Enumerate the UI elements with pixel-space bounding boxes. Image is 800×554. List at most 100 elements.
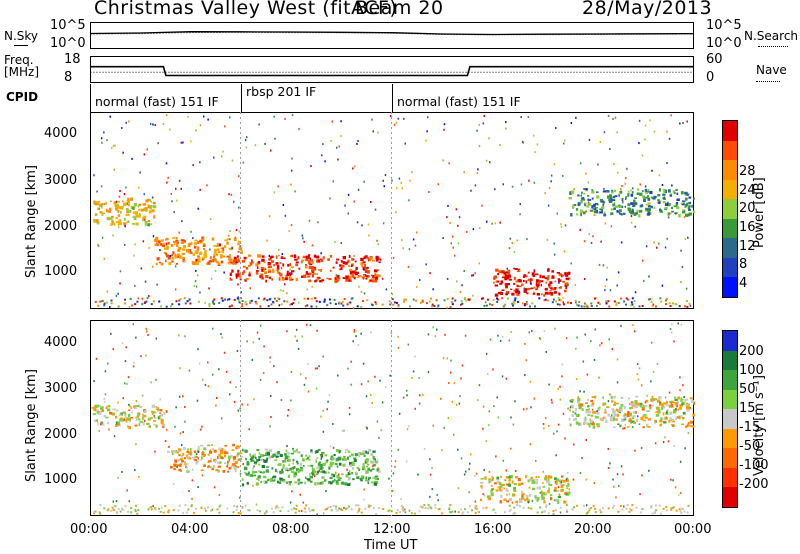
velocity-region-0-cell (144, 410, 147, 413)
nave-tick-bottom: 0 (706, 70, 715, 85)
velocity-noise-cell (392, 472, 395, 475)
power-ground-cell (381, 303, 384, 306)
velocity-ground-cell (400, 504, 403, 507)
velocity-noise-cell (135, 443, 137, 446)
power-region-2-cell (263, 261, 266, 264)
velocity-noise-cell (300, 510, 303, 513)
power-region-3-cell (567, 271, 571, 275)
velocity-noise-cell (229, 381, 231, 384)
power-ground-cell (103, 304, 106, 307)
velocity-region-1-cell (213, 465, 216, 469)
velocity-region-2-cell (296, 450, 300, 454)
power-noise-cell (404, 142, 406, 145)
power-region-4-cell (602, 203, 605, 207)
power-noise-cell (470, 189, 472, 192)
power-region-3-cell (505, 271, 509, 274)
velocity-ground-cell (427, 504, 430, 507)
power-cbar-tick-4: 4 (739, 276, 748, 291)
velocity-region-0-cell (105, 406, 108, 409)
velocity-ground-cell (204, 507, 206, 510)
velocity-noise-cell (93, 380, 95, 383)
velocity-region-1-cell (223, 451, 227, 454)
velocity-ground-cell (172, 509, 175, 512)
velocity-noise-cell (147, 334, 149, 336)
power-region-1-cell (165, 252, 168, 256)
power-noise-cell (443, 123, 446, 126)
velocity-noise-cell (542, 470, 545, 473)
velocity-ground-cell (330, 509, 333, 512)
velocity-region-4-cell (663, 416, 666, 421)
velocity-ground-cell (421, 506, 424, 509)
velocity-region-4-cell (665, 404, 669, 407)
power-region-4-cell (568, 197, 572, 200)
power-region-0-cell (111, 220, 114, 223)
power-region-1-cell (222, 255, 226, 258)
velocity-region-1-cell (209, 451, 213, 454)
velocity-region-4-cell (664, 417, 668, 420)
power-noise-cell (638, 142, 640, 145)
velocity-region-0-cell (146, 422, 148, 425)
velocity-ground-cell (554, 509, 557, 512)
power-noise-cell (117, 226, 120, 229)
velocity-region-4-cell (592, 425, 596, 429)
velocity-region-2-cell (358, 468, 361, 472)
velocity-region-4-cell (613, 403, 617, 406)
power-noise-cell (494, 222, 497, 225)
velocity-noise-cell (418, 377, 420, 379)
velocity-noise-cell (348, 406, 351, 409)
velocity-ground-cell (418, 510, 421, 513)
velocity-region-4-cell (618, 411, 621, 414)
velocity-region-1-cell (227, 460, 229, 464)
velocity-region-2-cell (329, 463, 333, 468)
power-region-2-cell (336, 258, 340, 261)
power-ground-cell (669, 305, 672, 307)
power-ground-cell (566, 301, 569, 304)
velocity-region-2-cell (354, 453, 358, 457)
velocity-noise-cell (269, 361, 272, 363)
power-ground-cell (461, 302, 464, 305)
power-region-2-cell (279, 273, 283, 277)
velocity-noise-cell (309, 324, 312, 327)
power-noise-cell (459, 290, 462, 293)
power-region-2-cell (306, 275, 311, 278)
nave-tick-top: 60 (706, 52, 723, 67)
power-noise-cell (106, 139, 108, 142)
velocity-noise-cell (327, 400, 329, 403)
power-colorbar-swatch-5 (723, 218, 737, 239)
power-ground-cell (356, 305, 359, 308)
power-ground-cell (389, 303, 392, 306)
velocity-region-2-cell (267, 478, 270, 482)
power-noise-cell (570, 262, 572, 265)
power-region-2-cell (366, 270, 370, 274)
velocity-ground-cell (399, 511, 401, 514)
velocity-region-1-cell (200, 469, 204, 471)
power-noise-cell (503, 274, 505, 277)
velocity-ground-cell (178, 504, 181, 507)
power-region-2-cell (344, 261, 348, 265)
power-cbar-tick-8: 8 (739, 257, 748, 272)
velocity-noise-cell (598, 376, 600, 379)
velocity-region-2-cell (297, 478, 300, 482)
velocity-region-3-cell (519, 498, 521, 501)
power-noise-cell (121, 127, 123, 129)
velocity-noise-cell (370, 393, 372, 396)
velocity-region-2-cell (281, 470, 284, 474)
power-ground-cell (421, 299, 424, 302)
power-region-1-cell (226, 241, 229, 245)
power-noise-cell (616, 131, 618, 134)
power-region-1-cell (237, 240, 241, 243)
power-noise-cell (347, 193, 350, 196)
power-region-1-cell (178, 246, 181, 250)
velocity-region-1-cell (224, 444, 228, 447)
velocity-region-0-cell (123, 411, 126, 414)
power-noise-cell (649, 119, 651, 122)
power-region-3-cell (526, 292, 529, 295)
velocity-region-4-cell (644, 405, 648, 408)
velocity-region-2-cell (268, 455, 272, 460)
power-ground-cell (468, 298, 471, 301)
power-noise-cell (374, 275, 376, 278)
velocity-noise-cell (431, 488, 433, 491)
power-region-1-cell (196, 249, 200, 251)
velocity-noise-cell (453, 382, 455, 385)
power-noise-cell (213, 156, 215, 159)
